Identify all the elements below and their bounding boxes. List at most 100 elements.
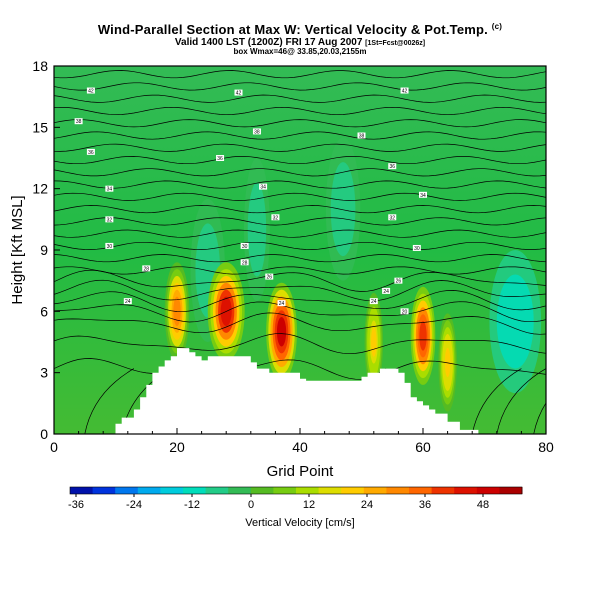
isentrope-label: 34 [259, 183, 268, 191]
isentrope-label-text: 34 [420, 193, 426, 199]
isentrope-line [54, 301, 546, 323]
isentrope-label-bg [259, 183, 268, 190]
isentrope-line [54, 290, 546, 313]
colorbar-segment [273, 487, 297, 494]
isentrope-label-bg [240, 259, 249, 266]
colorbar-segment [250, 487, 274, 494]
colorbar-segment [386, 487, 410, 494]
isentrope-label-bg [265, 273, 274, 280]
plot-background [54, 66, 546, 434]
isentrope-label-bg [400, 308, 409, 315]
isentrope-label-text: 36 [88, 150, 94, 156]
isentrope-line [54, 254, 546, 263]
isentrope-label: 28 [142, 265, 151, 272]
isentrope-label-bg [142, 265, 151, 272]
colorbar-segment [205, 487, 229, 494]
colorbar-segment [409, 487, 433, 494]
chart-title-mark: (c) [491, 22, 503, 31]
isentrope-label: 42 [234, 89, 243, 97]
isentrope-label-text: 24 [383, 289, 389, 295]
downdraft-cell [330, 162, 356, 257]
isentrope-label: 32 [105, 216, 114, 223]
isentrope-line [54, 82, 546, 91]
isentrope-line [54, 241, 546, 250]
isentrope-label-text: 42 [402, 89, 408, 95]
isentrope-label-text: 42 [236, 91, 242, 97]
colorbar-segment [454, 487, 478, 494]
isentrope-label-bg [86, 87, 95, 94]
isentrope-label-text: 24 [279, 301, 285, 307]
isentrope-label: 38 [74, 118, 83, 125]
isentrope-label-bg [105, 216, 114, 223]
isentrope-label-bg [357, 132, 366, 139]
isentrope-label: 42 [86, 87, 95, 95]
y-tick-label: 3 [40, 365, 48, 381]
isentrope-label-text: 32 [273, 215, 279, 221]
isentrope-label-text: 38 [359, 134, 365, 140]
isentrope-label-text: 24 [125, 299, 131, 305]
valid-time-text: Valid 1400 LST (1200Z) FRI 17 Aug 2007 [174, 37, 363, 48]
isentrope-label-bg [105, 242, 114, 249]
x-tick-label: 80 [538, 439, 554, 455]
isentrope-label: 36 [216, 155, 225, 162]
colorbar-tick-label: -24 [126, 499, 142, 511]
isentrope-line [54, 358, 546, 380]
isentrope-line [54, 192, 546, 201]
isentrope-label-bg [400, 87, 409, 94]
isentrope-line [471, 368, 522, 434]
colorbar-segment [228, 487, 252, 494]
isentrope-line [54, 94, 546, 103]
isentrope-line [54, 70, 546, 79]
colorbar-segment [183, 487, 207, 494]
isentrope-label: 30 [105, 242, 114, 250]
colorbar-segment [137, 487, 161, 494]
isentrope-label-bg [105, 185, 114, 192]
isentrope-label-bg [388, 214, 397, 221]
isentrope-line [54, 333, 546, 355]
isentrope-label: 30 [412, 244, 421, 252]
isentrope-label: 36 [86, 148, 95, 156]
isentrope-label: 36 [388, 163, 397, 170]
colorbar-tick-label: 48 [477, 499, 489, 511]
isentrope-label: 32 [271, 214, 280, 221]
isentrope-label-bg [382, 287, 391, 294]
isentrope-label-bg [277, 300, 286, 307]
x-tick-label: 60 [415, 439, 431, 455]
colorbar-tick-label: -36 [68, 499, 84, 511]
isentrope-line [54, 156, 546, 165]
isentrope-label-bg [74, 118, 83, 125]
isentrope-label: 34 [105, 185, 114, 193]
isentrope-label-text: 34 [260, 185, 266, 191]
isentrope-labels: 42 42 42 38 38 38 36 36 36 34 34 34 32 32 32 30 30 30 28 28… [74, 87, 427, 315]
colorbar-segment [341, 487, 365, 494]
isentrope-label-bg [216, 155, 225, 161]
isentrope-label: 38 [252, 128, 261, 135]
x-tick-label: 40 [292, 439, 308, 455]
isentrope-line [54, 143, 546, 152]
isentrope-label-bg [234, 89, 243, 96]
y-tick-label: 15 [32, 119, 48, 135]
isentrope-line [54, 180, 546, 189]
isentrope-line [54, 229, 546, 238]
chart-title-text: Wind-Parallel Section at Max W: Vertical… [97, 22, 488, 37]
isentrope-line [54, 279, 546, 302]
updraft-cell [276, 317, 287, 347]
isentrope-label-text: 24 [371, 299, 377, 305]
x-axis-label: Grid Point [267, 463, 335, 480]
colorbar-segment [115, 487, 139, 494]
isentrope-label-text: 38 [254, 129, 260, 135]
isentrope-label-text: 20 [402, 309, 408, 315]
colorbar-segment [296, 487, 320, 494]
isentrope-label-bg [271, 214, 280, 221]
y-tick-label: 18 [32, 58, 48, 74]
colorbar-segment [499, 487, 523, 494]
isentrope-label: 24 [123, 298, 132, 305]
isentrope-label-text: 26 [396, 279, 402, 285]
downdraft-cell [496, 274, 534, 369]
forecast-mark: [1St=Fcst@0026z] [365, 40, 426, 47]
y-tick-label: 12 [32, 181, 48, 197]
y-tick-label: 9 [40, 242, 48, 258]
isentrope-label-bg [86, 148, 95, 155]
isentrope-label: 24 [277, 300, 286, 307]
isentrope-label-text: 30 [414, 246, 420, 252]
